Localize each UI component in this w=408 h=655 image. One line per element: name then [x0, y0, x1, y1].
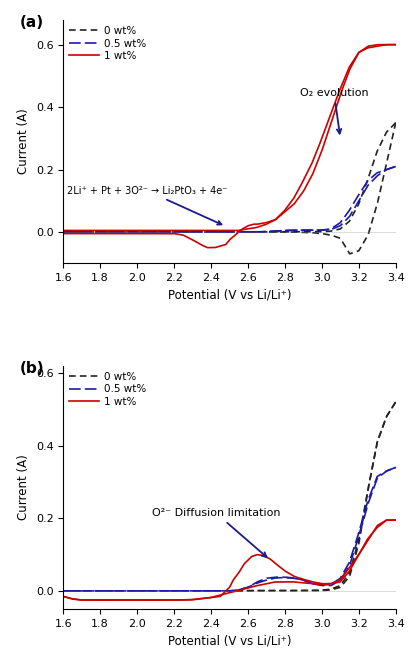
- Text: O₂ evolution: O₂ evolution: [300, 88, 368, 134]
- Text: (a): (a): [20, 15, 44, 29]
- Legend: 0 wt%, 0.5 wt%, 1 wt%: 0 wt%, 0.5 wt%, 1 wt%: [69, 25, 147, 62]
- Text: O²⁻ Diffusion limitation: O²⁻ Diffusion limitation: [152, 508, 280, 557]
- X-axis label: Potential (V vs Li/Li⁺): Potential (V vs Li/Li⁺): [168, 635, 291, 647]
- Y-axis label: Current (A): Current (A): [17, 109, 30, 174]
- Text: 2Li⁺ + Pt + 3O²⁻ → Li₂PtO₃ + 4e⁻: 2Li⁺ + Pt + 3O²⁻ → Li₂PtO₃ + 4e⁻: [67, 186, 227, 225]
- Text: (b): (b): [20, 361, 44, 376]
- Legend: 0 wt%, 0.5 wt%, 1 wt%: 0 wt%, 0.5 wt%, 1 wt%: [69, 371, 147, 408]
- X-axis label: Potential (V vs Li/Li⁺): Potential (V vs Li/Li⁺): [168, 288, 291, 301]
- Y-axis label: Current (A): Current (A): [17, 455, 30, 520]
